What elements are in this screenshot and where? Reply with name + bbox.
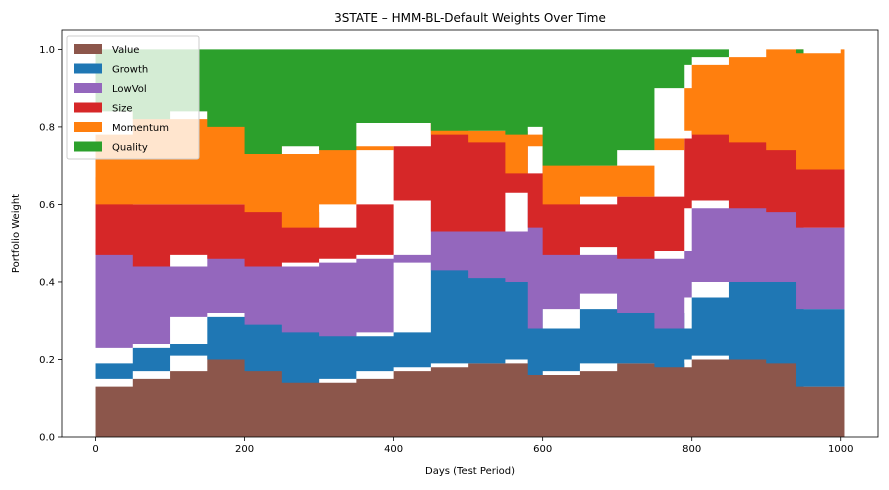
- y-tick-label: 0.2: [39, 355, 55, 366]
- legend-label-momentum: Momentum: [112, 123, 169, 134]
- y-tick-label: 0.0: [39, 433, 55, 444]
- legend: Value Growth LowVol Size Momentum Quality: [66, 35, 200, 160]
- x-tick-label: 800: [682, 444, 701, 455]
- legend-label-quality: Quality: [112, 143, 148, 154]
- x-tick-label: 0: [92, 444, 98, 455]
- y-axis: 0.0 0.2 0.4 0.6 0.8 1.0: [39, 45, 62, 444]
- area-lowvol: [95, 192, 845, 364]
- x-axis: 0 200 400 600 800 1000: [92, 437, 853, 455]
- x-axis-label: Days (Test Period): [425, 466, 515, 477]
- area-momentum: [95, 49, 845, 228]
- legend-label-lowvol: LowVol: [112, 84, 147, 95]
- area-growth: [95, 262, 845, 387]
- legend-swatch-growth: [74, 63, 102, 74]
- y-tick-label: 1.0: [39, 45, 55, 56]
- legend-label-value: Value: [112, 45, 139, 56]
- y-tick-label: 0.8: [39, 122, 55, 133]
- area-value: [95, 355, 845, 437]
- y-tick-label: 0.4: [39, 277, 55, 288]
- x-tick-label: 200: [235, 444, 254, 455]
- legend-swatch-lowvol: [74, 83, 102, 93]
- x-tick-label: 400: [384, 444, 403, 455]
- area-size: [95, 123, 845, 267]
- legend-label-growth: Growth: [112, 65, 148, 76]
- legend-swatch-value: [74, 44, 102, 54]
- legend-swatch-quality: [74, 141, 102, 152]
- legend-swatch-momentum: [74, 122, 102, 132]
- legend-label-size: Size: [112, 104, 133, 115]
- x-tick-label: 1000: [828, 444, 853, 455]
- x-tick-label: 600: [533, 444, 552, 455]
- y-axis-label: Portfolio Weight: [11, 194, 22, 273]
- legend-swatch-size: [74, 102, 102, 113]
- area-quality: [95, 49, 845, 166]
- chart-title: 3STATE – HMM-BL-Default Weights Over Tim…: [334, 11, 606, 25]
- stacked-areas: [95, 49, 845, 437]
- y-tick-label: 0.6: [39, 200, 55, 211]
- plot-frame: [61, 29, 879, 438]
